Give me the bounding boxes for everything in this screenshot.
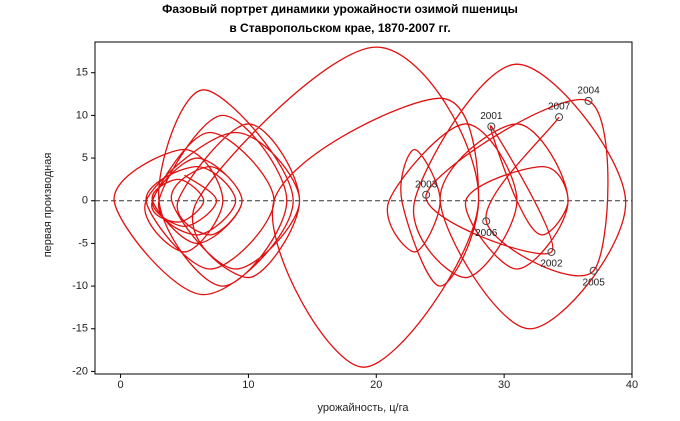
year-label: 2006 xyxy=(475,228,498,239)
year-label: 2002 xyxy=(540,259,563,270)
x-tick-label: 10 xyxy=(242,379,254,391)
year-marker xyxy=(555,113,564,122)
year-marker xyxy=(547,247,556,256)
year-marker xyxy=(422,190,431,199)
year-label: 2005 xyxy=(583,277,606,288)
year-label: 2007 xyxy=(548,102,571,113)
year-label: 2001 xyxy=(480,111,503,122)
phase-curve xyxy=(113,46,627,368)
x-tick-label: 40 xyxy=(626,379,638,391)
year-marker xyxy=(487,122,496,131)
year-label: 2004 xyxy=(577,86,600,97)
y-tick-label: 5 xyxy=(82,152,88,164)
title-line: Фазовый портрет динамики урожайности ози… xyxy=(162,2,518,16)
y-axis-label: первая производная xyxy=(42,153,54,258)
plot-frame xyxy=(94,41,633,375)
x-tick-label: 30 xyxy=(498,379,510,391)
x-tick-label: 20 xyxy=(370,379,382,391)
y-tick-label: -10 xyxy=(72,280,88,292)
title-line: в Ставропольском крае, 1870-2007 гг. xyxy=(229,21,450,35)
year-marker xyxy=(589,266,598,275)
y-tick-label: -20 xyxy=(72,365,88,377)
y-tick-label: -15 xyxy=(72,323,88,335)
y-tick-label: -5 xyxy=(78,237,88,249)
y-tick-label: 10 xyxy=(76,109,88,121)
x-axis-label: урожайность, ц/га xyxy=(318,402,410,414)
year-marker xyxy=(482,217,491,226)
y-tick-label: 0 xyxy=(82,195,88,207)
x-tick-label: 0 xyxy=(118,379,124,391)
y-tick-label: 15 xyxy=(76,67,88,79)
year-label: 2003 xyxy=(415,179,438,190)
year-marker xyxy=(584,96,593,105)
